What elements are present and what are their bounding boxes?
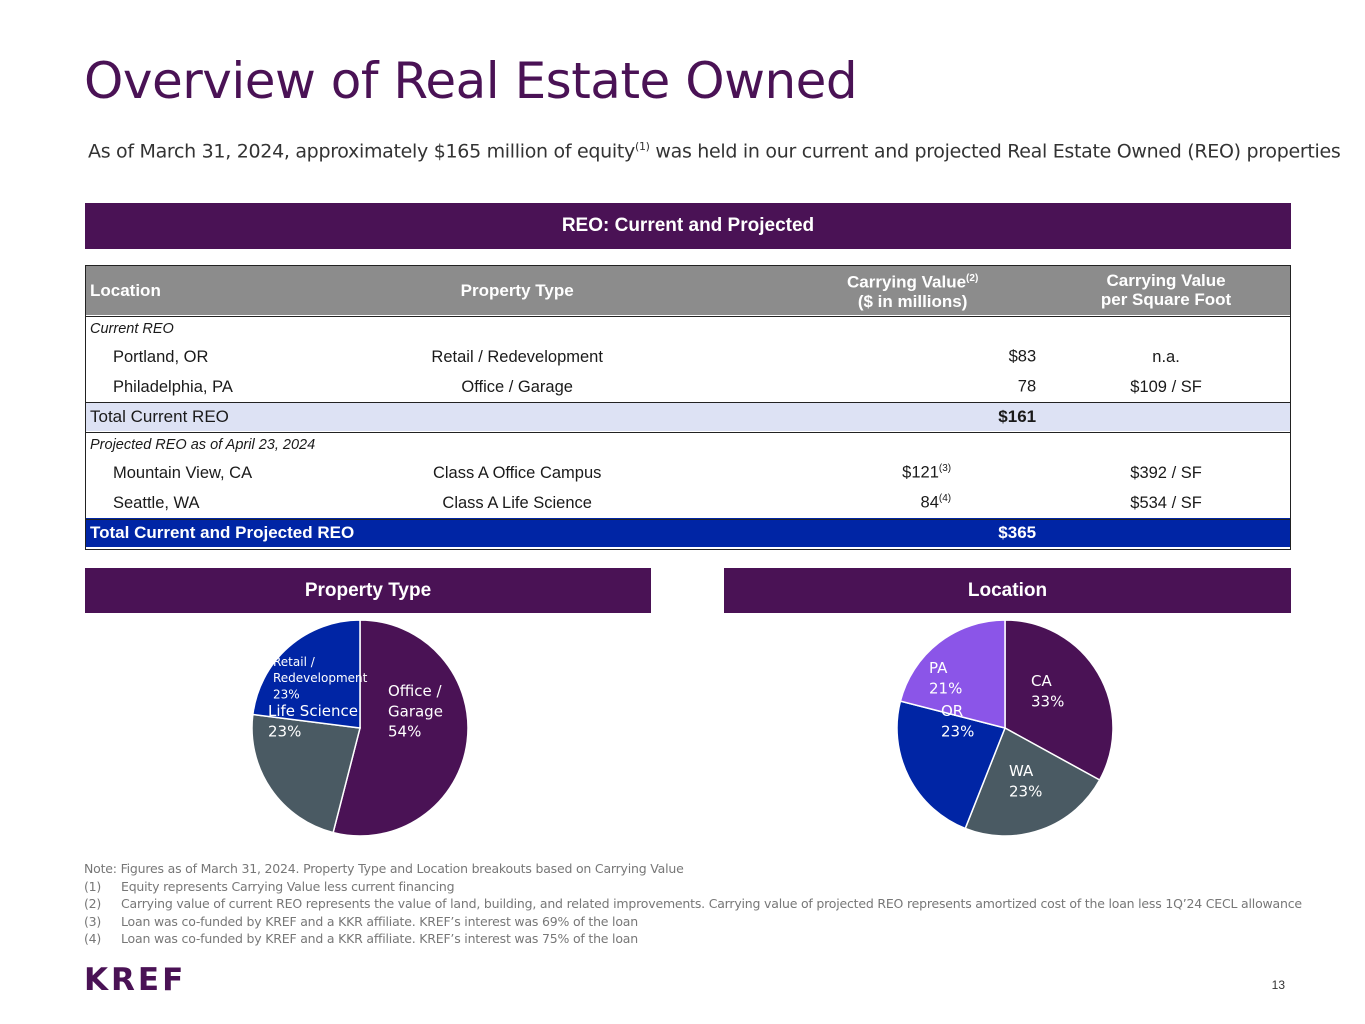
- total-current-row: Total Current REO $161: [85, 402, 1291, 431]
- subtitle-text: As of March 31, 2024, approximately $165…: [88, 140, 635, 163]
- location-pie-chart: CA 33% WA 23% OR 23% PA 21%: [896, 619, 1114, 837]
- subtitle-footnote-ref: (1): [634, 140, 650, 153]
- pie-slice-wa: [964, 726, 1101, 837]
- footnote: (4) Loan was co-funded by KREF and a KKR …: [84, 931, 638, 946]
- property-type-pie-chart: Office / Garage 54% Life Science 23%Retail /…: [251, 619, 469, 837]
- page-subtitle: As of March 31, 2024, approximately $165…: [88, 140, 1341, 163]
- footnote: (1) Equity represents Carrying Value less…: [84, 878, 455, 894]
- subtitle-text-end: was held in our current and projected Re…: [649, 140, 1341, 163]
- pie-slice-pa: [899, 619, 1006, 729]
- note-intro: Note: Figures as of March 31, 2024. Prop…: [84, 861, 684, 876]
- total-all-row: Total Current and Projected REO $365: [85, 518, 1291, 547]
- pie-slice-or: [896, 700, 1007, 830]
- section-projected-reo: Projected REO as of April 23, 2024: [90, 436, 316, 453]
- col-per-square-foot: Carrying Value per Square Foot: [1100, 271, 1232, 309]
- pie-slice-life-science: [251, 713, 361, 834]
- col-property-type: Property Type: [460, 280, 574, 300]
- reo-section-header: REO: Current and Projected: [85, 203, 1291, 249]
- chart-title-location: Location: [724, 568, 1291, 613]
- page-title: Overview of Real Estate Owned: [84, 52, 858, 110]
- footnotes: Note: Figures as of March 31, 2024. Prop…: [84, 860, 1302, 948]
- page-number: 13: [1271, 978, 1285, 992]
- col-carrying-value: Carrying Value(2) ($ in millions): [846, 272, 979, 311]
- table-row: Seattle, WA Class A Life Science 84(4) $…: [113, 493, 1202, 512]
- kref-logo: KREF: [84, 962, 187, 998]
- divider: [85, 316, 1291, 317]
- table-header-row: Location Property Type Carrying Value(2)…: [85, 265, 1291, 315]
- pie-label-retail-redevelopment: Retail / Redevelopment 23%: [273, 655, 368, 701]
- footnote: (3) Loan was co-funded by KREF and a KKR …: [84, 913, 638, 929]
- pie-label-pa: PA 21%: [929, 659, 962, 697]
- section-current-reo: Current REO: [90, 320, 174, 337]
- chart-title-property-type: Property Type: [85, 568, 651, 613]
- divider: [85, 432, 1291, 433]
- reo-table: Location Property Type Carrying Value(2)…: [85, 265, 1291, 547]
- divider: [85, 519, 1291, 520]
- table-row: Portland, OR Retail / Redevelopment $83 …: [113, 347, 1180, 366]
- pie-slice-ca: [1004, 619, 1114, 782]
- table-row: Philadelphia, PA Office / Garage 78 $109…: [113, 377, 1202, 396]
- pie-label-or: OR 23%: [941, 702, 974, 740]
- footnote: (2) Carrying value of current REO represe…: [84, 896, 1302, 911]
- pie-label-wa: WA 23%: [1009, 762, 1042, 800]
- pie-label-office-garage: Office / Garage 54%: [388, 682, 443, 741]
- pie-slice-office-garage: [332, 619, 469, 837]
- pie-slice-retail-redevelopment: [252, 619, 361, 729]
- col-location: Location: [90, 280, 161, 300]
- table-row: Mountain View, CA Class A Office Campus …: [113, 463, 1202, 482]
- pie-label-life-science: Life Science 23%: [268, 702, 358, 740]
- pie-label-ca: CA 33%: [1031, 672, 1064, 710]
- table-border: [85, 265, 1291, 550]
- divider: [85, 402, 1291, 403]
